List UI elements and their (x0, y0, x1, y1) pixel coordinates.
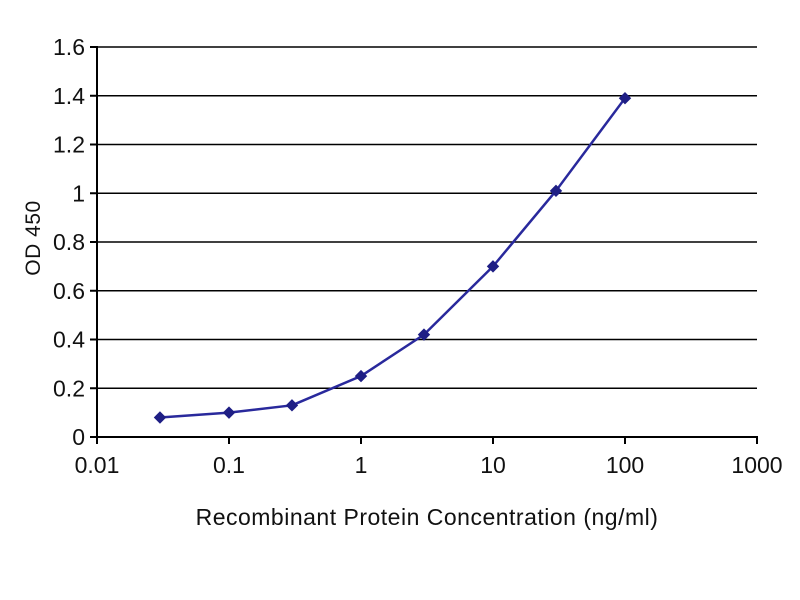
data-point-marker (153, 411, 167, 424)
y-axis-title: OD 450 (22, 200, 45, 276)
x-tick-label: 100 (606, 452, 644, 478)
y-tick-label: 1.4 (53, 83, 85, 109)
data-point-marker (285, 399, 299, 412)
y-tick-label: 1 (72, 180, 85, 206)
y-tick-label: 0.2 (53, 375, 85, 401)
y-tick-label: 0.4 (53, 327, 85, 353)
y-tick-label: 0 (72, 424, 85, 450)
y-tick-label: 0.8 (53, 229, 85, 255)
data-point-marker (486, 260, 500, 273)
data-point-marker (618, 91, 632, 105)
data-point-marker (222, 406, 236, 419)
x-tick-label: 1000 (731, 452, 782, 478)
data-point-marker (417, 328, 431, 341)
x-tick-label: 0.1 (213, 452, 245, 478)
y-tick-label: 1.6 (53, 34, 85, 60)
x-tick-label: 1 (355, 452, 368, 478)
data-point-marker (549, 184, 563, 198)
y-tick-label: 0.6 (53, 278, 85, 304)
data-point-marker (354, 369, 368, 383)
x-tick-label: 10 (480, 452, 506, 478)
y-tick-label: 1.2 (53, 132, 85, 158)
x-axis-title: Recombinant Protein Concentration (ng/ml… (195, 504, 659, 530)
x-tick-label: 0.01 (75, 452, 120, 478)
series-line (158, 96, 627, 419)
